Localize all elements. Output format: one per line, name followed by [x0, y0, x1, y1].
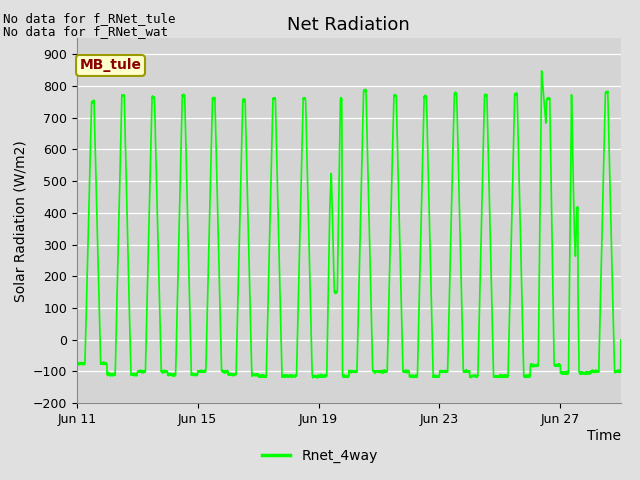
Text: No data for f_RNet_tule: No data for f_RNet_tule	[3, 12, 176, 25]
Text: No data for f_RNet_wat: No data for f_RNet_wat	[3, 25, 168, 38]
Title: Net Radiation: Net Radiation	[287, 16, 410, 34]
Legend: Rnet_4way: Rnet_4way	[257, 443, 383, 468]
Text: MB_tule: MB_tule	[79, 59, 141, 72]
Y-axis label: Solar Radiation (W/m2): Solar Radiation (W/m2)	[13, 140, 27, 301]
Text: Time: Time	[587, 429, 621, 443]
